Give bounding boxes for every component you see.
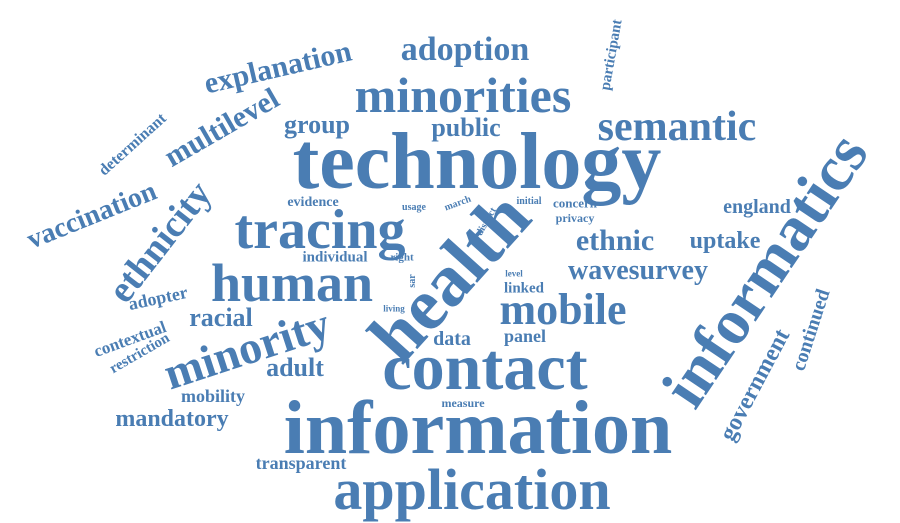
word-wavesurvey: wavesurvey <box>568 255 708 286</box>
word-mobility: mobility <box>180 386 246 406</box>
word-human: human <box>210 253 374 313</box>
word-semantic: semantic <box>597 104 757 150</box>
word-usage: usage <box>402 202 426 213</box>
word-tracing: tracing <box>234 199 406 261</box>
word-privacy: privacy <box>555 211 595 225</box>
word-sar: sar <box>407 274 418 288</box>
word-mandatory: mandatory <box>115 406 229 432</box>
word-measure: measure <box>441 396 485 410</box>
word-ethnic: ethnic <box>575 224 655 257</box>
word-racial: racial <box>189 303 253 332</box>
word-participant: participant <box>597 18 626 92</box>
word-mobile: mobile <box>499 285 627 334</box>
word-continued: continued <box>787 286 835 374</box>
word-information: information <box>283 386 673 470</box>
word-level: level <box>505 268 523 279</box>
word-england: england <box>723 196 791 218</box>
word-adoption: adoption <box>400 31 530 68</box>
word-living: living <box>383 303 405 314</box>
word-panel: panel <box>503 326 547 346</box>
word-minorities: minorities <box>354 67 572 123</box>
word-application: application <box>333 457 611 522</box>
word-group: group <box>284 110 350 139</box>
word-adult: adult <box>266 353 324 382</box>
word-initial: initial <box>516 196 542 207</box>
word-public: public <box>431 113 501 142</box>
word-data: data <box>433 328 471 350</box>
word-individual: individual <box>302 249 368 266</box>
word-linked: linked <box>503 280 545 297</box>
word-explanation: explanation <box>201 34 355 101</box>
word-right: right <box>390 251 414 264</box>
word-technology: technology <box>292 118 662 206</box>
word-contact: contact <box>382 331 588 404</box>
word-evidence: evidence <box>287 195 339 210</box>
word-concern: concern <box>552 195 598 211</box>
word-uptake: uptake <box>689 228 761 254</box>
word-transparent: transparent <box>255 453 347 473</box>
